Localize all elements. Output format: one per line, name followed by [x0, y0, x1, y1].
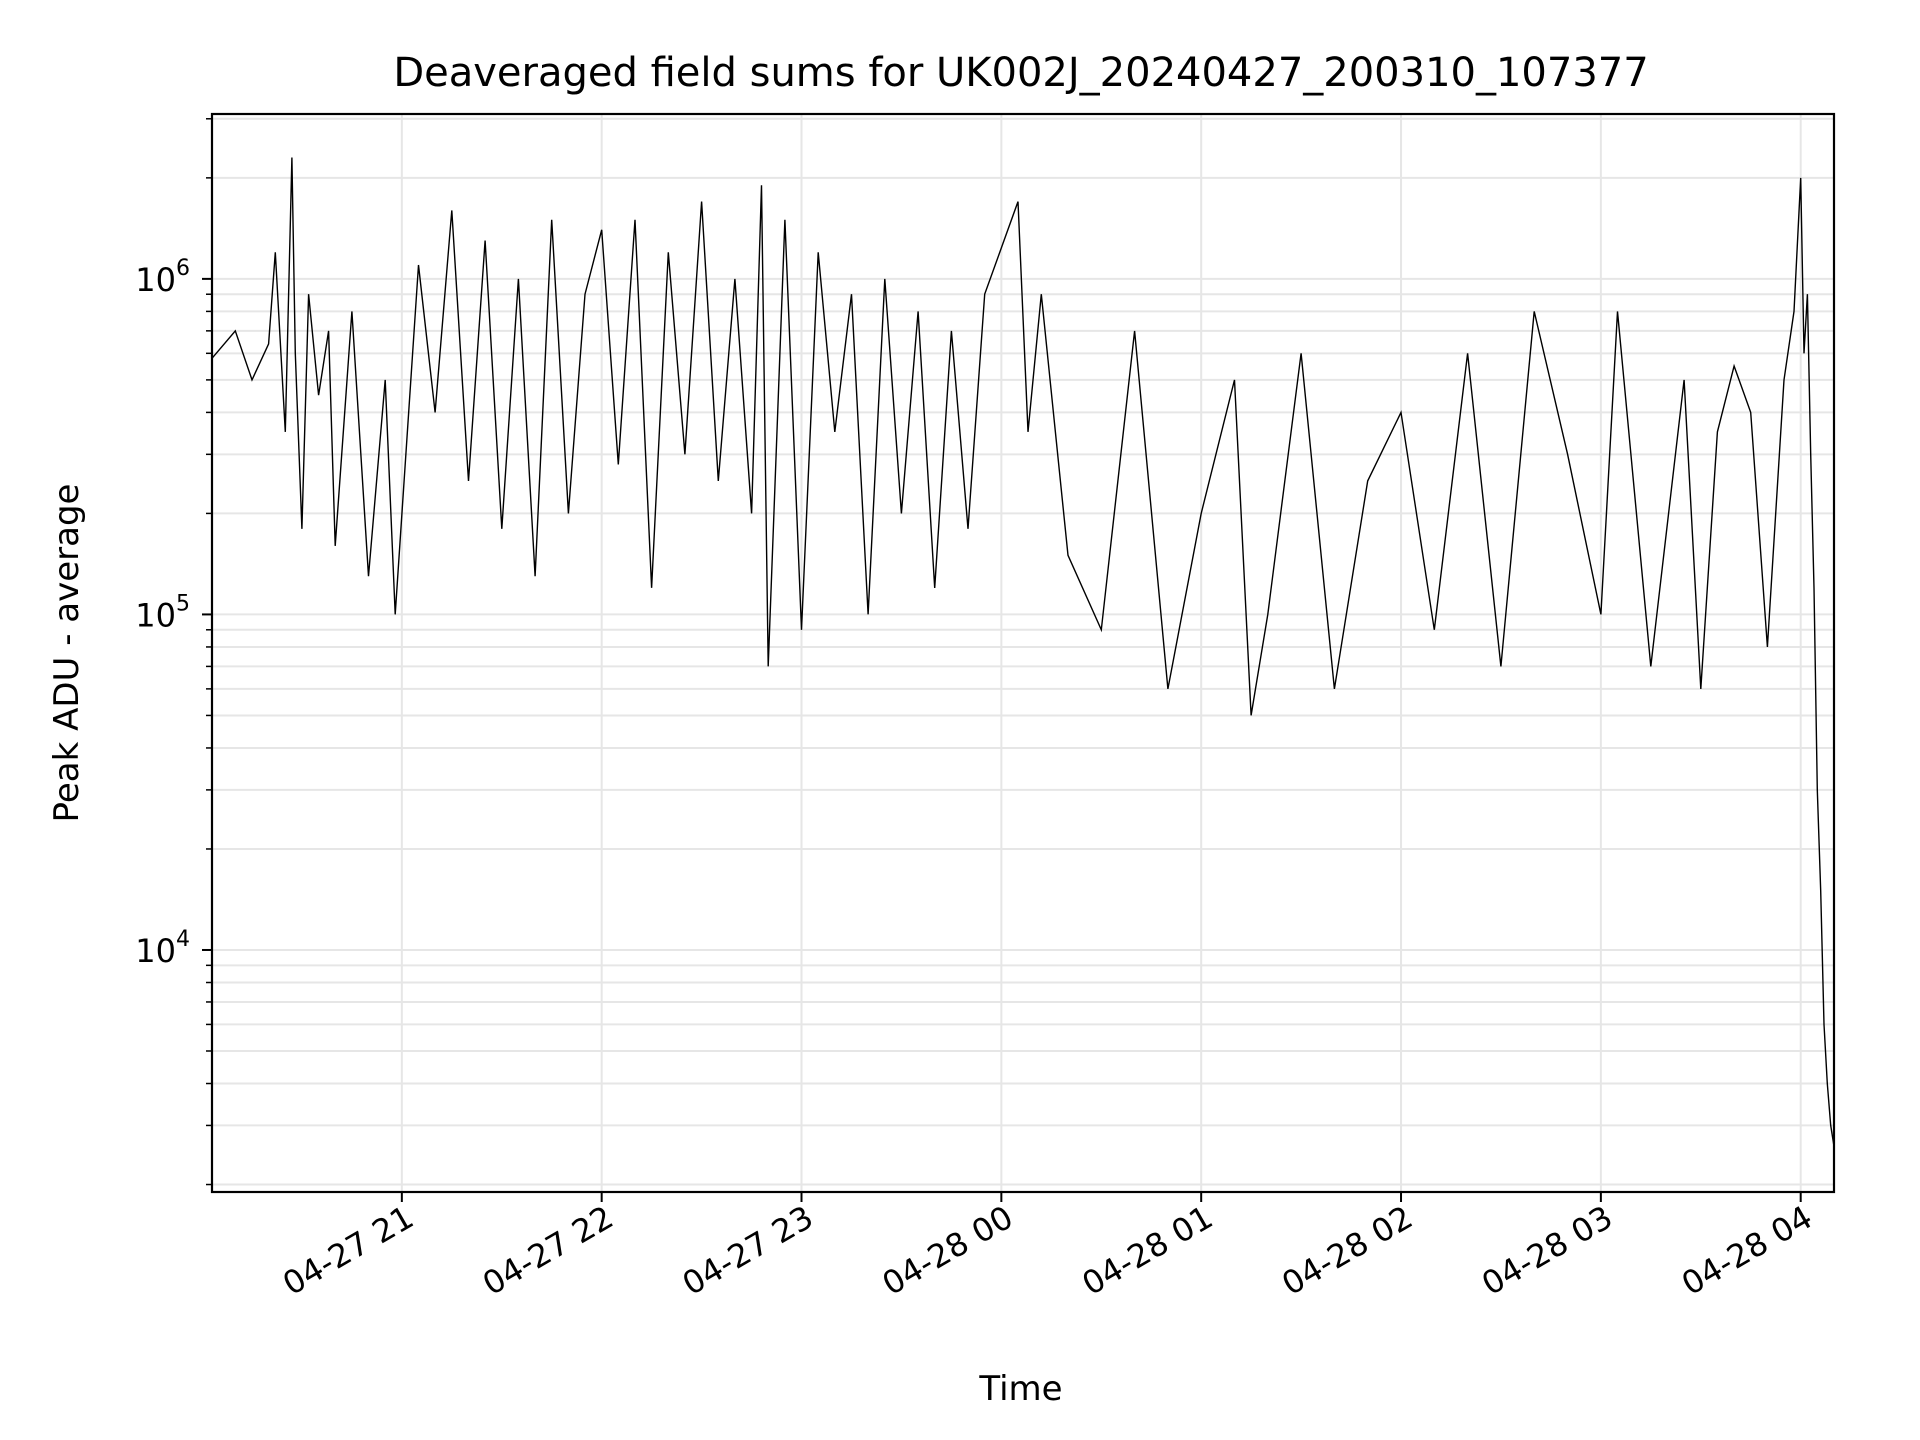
x-axis-label: Time [978, 1369, 1062, 1409]
plot-frame [210, 112, 1836, 1194]
y-axis-label: Peak ADU - average [47, 484, 87, 823]
series-line [211, 157, 1835, 1147]
grid [212, 114, 1834, 1192]
y-tick-label: 106 [135, 256, 190, 299]
series-layer [211, 157, 1835, 1147]
chart-title: Deaveraged field sums for UK002J_2024042… [393, 50, 1648, 96]
y-axis: 104 105 106 [135, 118, 212, 1186]
y-tick-label: 104 [135, 927, 190, 970]
y-tick-label: 105 [135, 591, 190, 634]
